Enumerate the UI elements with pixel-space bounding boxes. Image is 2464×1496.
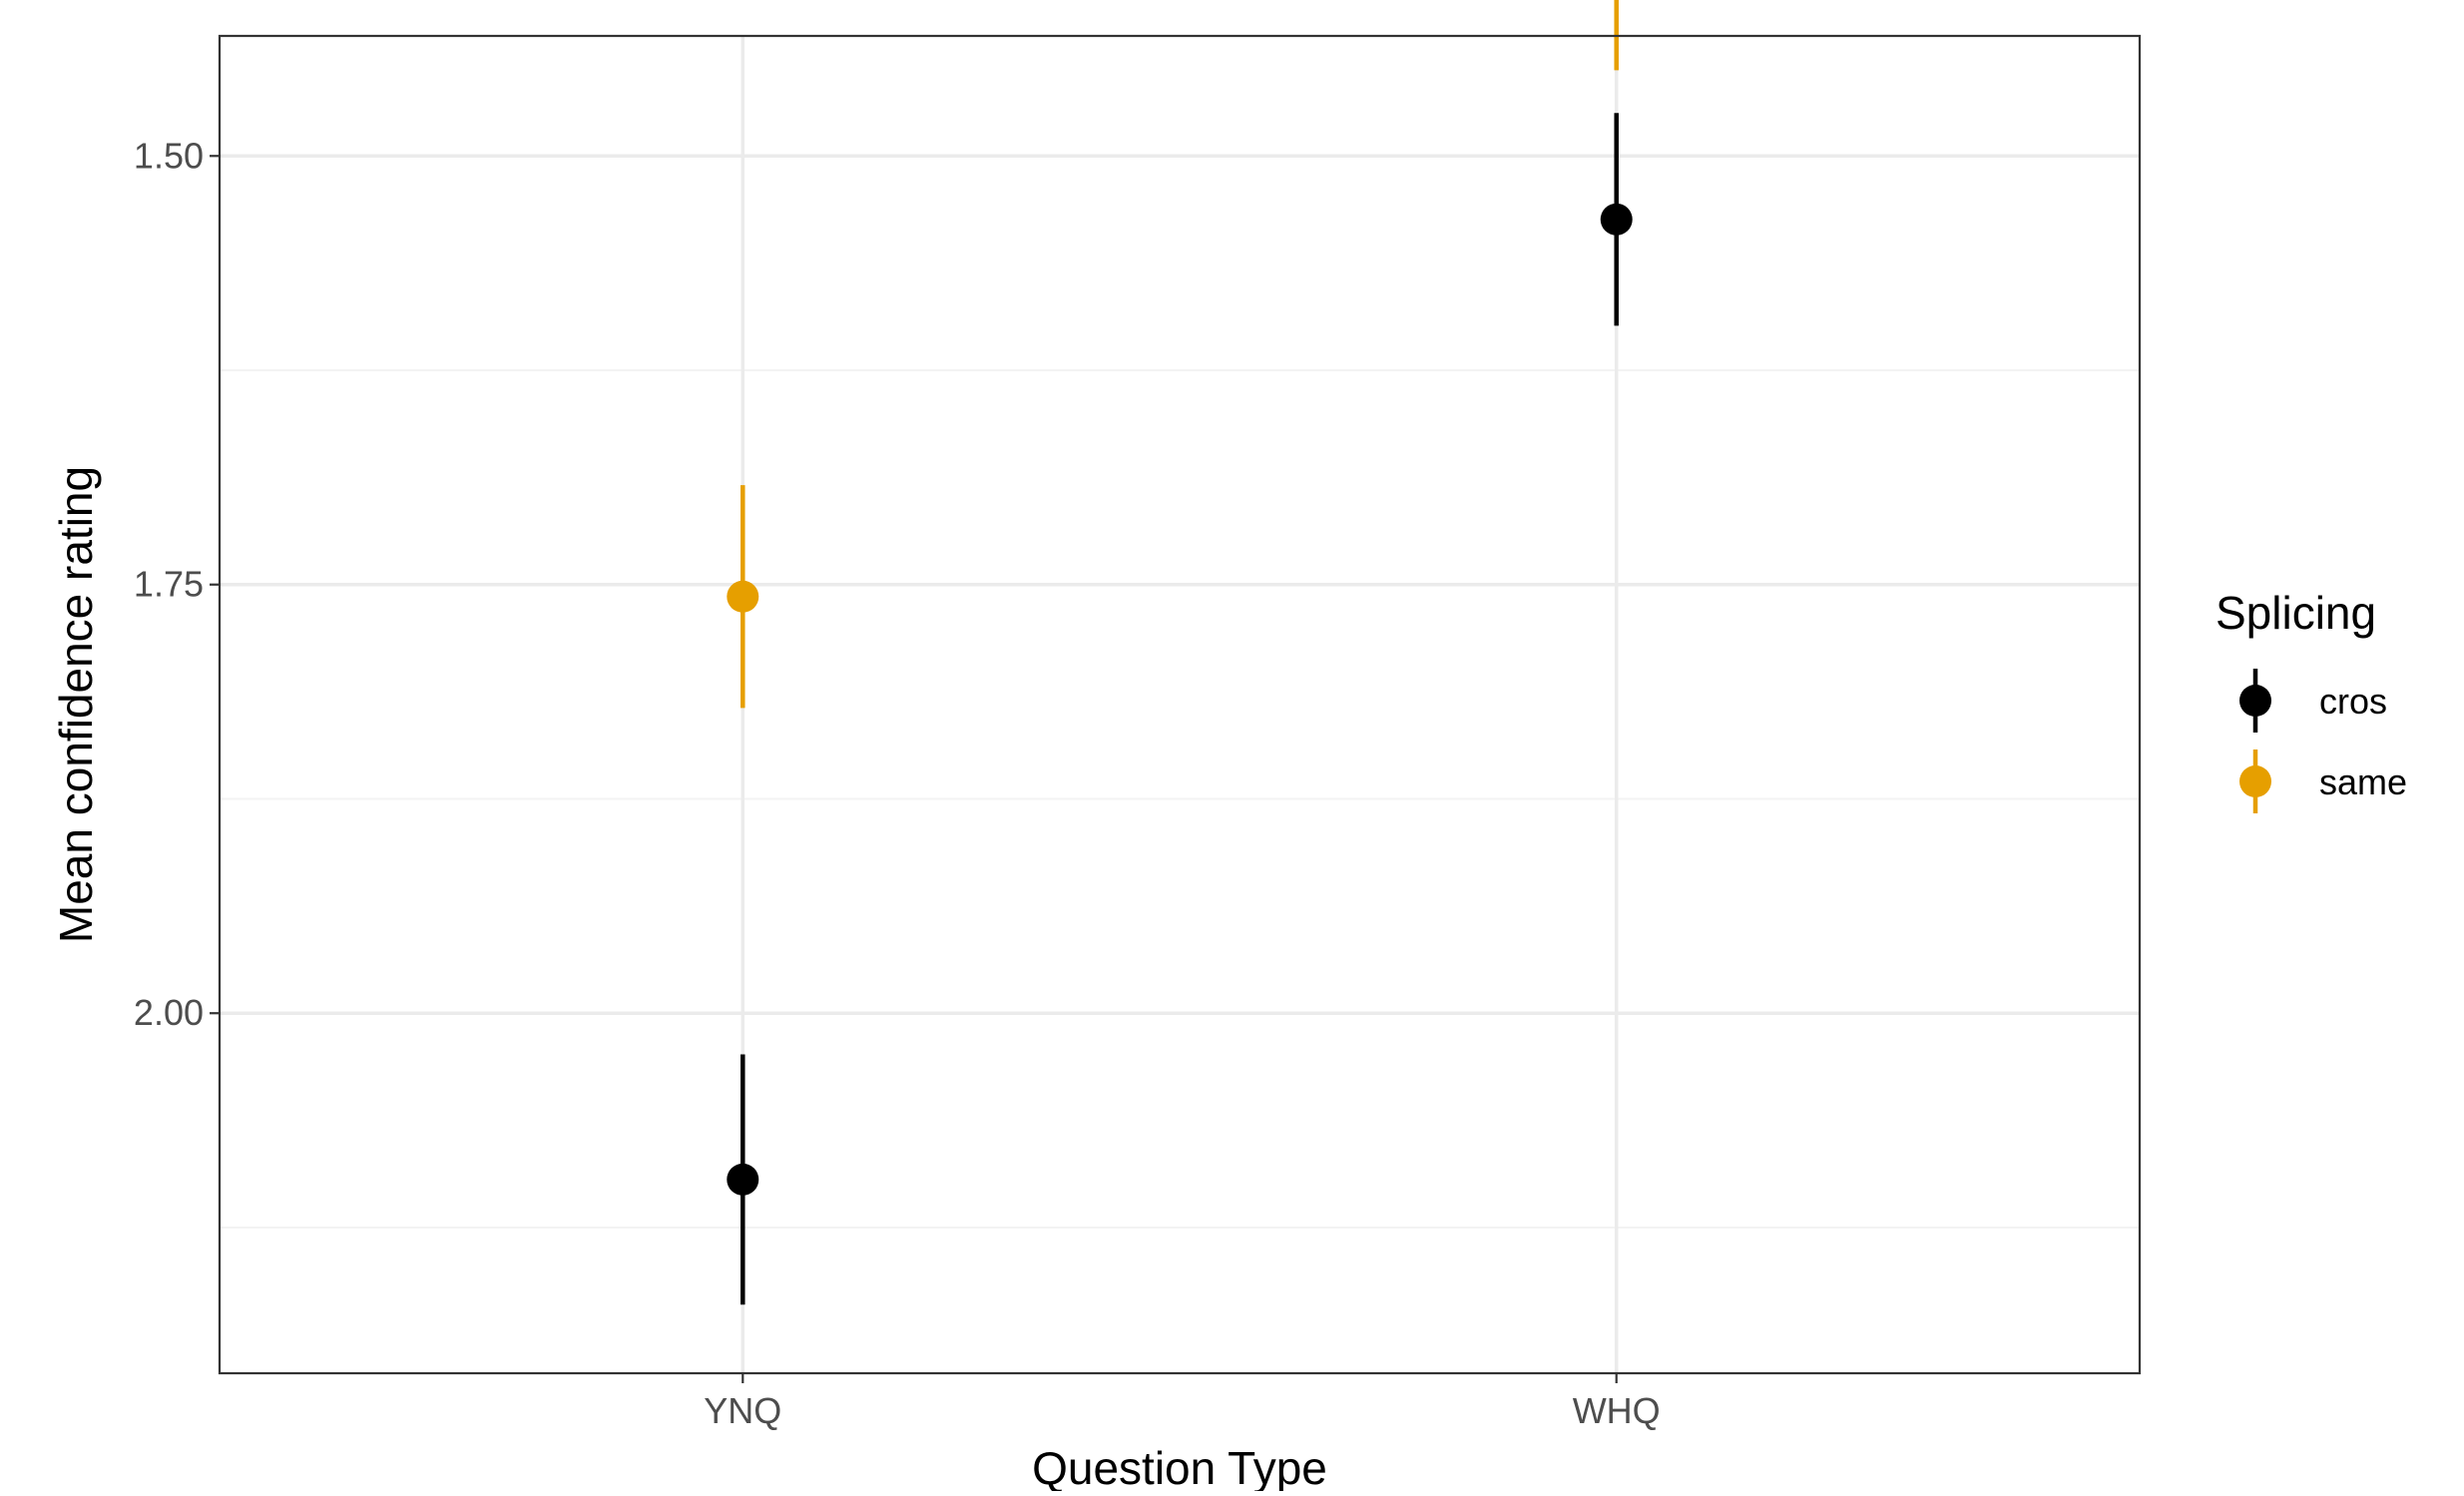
y-axis-title: Mean confidence rating [50,466,102,943]
y-tick-label: 2.00 [134,992,204,1033]
y-tick-label: 1.75 [134,564,204,605]
legend-label-cros: cros [2319,681,2387,722]
legend: Splicing cros same [2216,587,2407,813]
point-cros [1600,203,1633,236]
axes: 1.50 1.75 2.00 YNQ WHQ [134,135,1661,1431]
point-cros [727,1163,759,1196]
panel-border [218,34,2142,1375]
x-tick-label: WHQ [1573,1390,1661,1431]
legend-key-point-same [2239,765,2271,797]
legend-label-same: same [2319,761,2407,802]
grid [220,36,2140,1373]
x-axis-title: Question Type [1032,1442,1327,1491]
x-tick-label: YNQ [704,1390,781,1431]
data-layer [727,0,1633,1305]
point-same [727,580,759,613]
legend-key-point-cros [2239,685,2271,717]
y-tick-label: 1.50 [134,135,204,176]
legend-title: Splicing [2216,587,2376,639]
